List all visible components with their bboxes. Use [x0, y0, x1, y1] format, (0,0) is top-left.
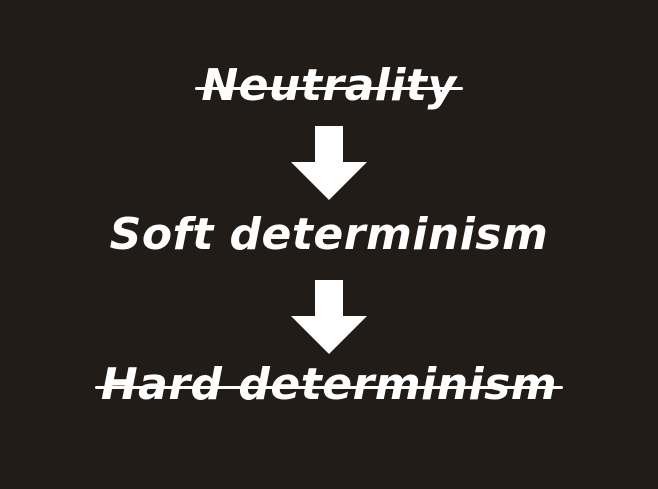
strikethrough-line [195, 87, 463, 90]
down-arrow-shape [291, 126, 367, 200]
term-neutrality: Neutrality [0, 60, 658, 112]
strikethrough-line [94, 386, 564, 389]
term-hard-determinism-label-wrap: Hard determinism [94, 359, 564, 411]
term-soft-determinism-label: Soft determinism [109, 209, 549, 260]
down-arrow-icon [291, 126, 367, 200]
term-hard-determinism-label: Hard determinism [100, 359, 558, 410]
term-soft-determinism: Soft determinism [0, 209, 658, 261]
down-arrow-icon [291, 280, 367, 354]
down-arrow-shape [291, 280, 367, 354]
term-hard-determinism: Hard determinism [0, 359, 658, 411]
term-soft-determinism-label-wrap: Soft determinism [110, 209, 549, 261]
term-neutrality-label: Neutrality [201, 60, 457, 111]
term-neutrality-label-wrap: Neutrality [195, 60, 463, 112]
